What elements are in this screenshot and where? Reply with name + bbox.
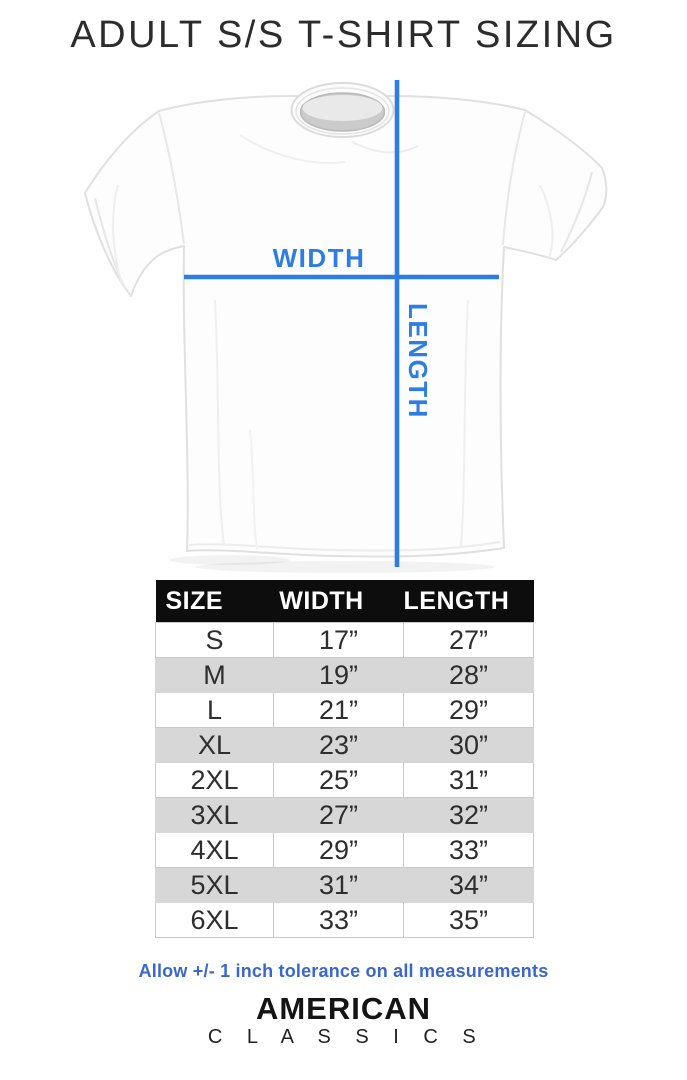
width-label: WIDTH	[273, 243, 366, 273]
cell-width: 27”	[273, 797, 404, 833]
table-header-row: SIZE WIDTH LENGTH	[155, 580, 534, 623]
brand-name: AMERICAN	[255, 991, 432, 1026]
header-size: SIZE	[155, 580, 274, 623]
cell-size: S	[155, 622, 274, 658]
cell-width: 17”	[273, 622, 404, 658]
cell-width: 25”	[273, 762, 404, 798]
cell-size: 5XL	[155, 867, 274, 903]
cell-width: 19”	[273, 657, 404, 693]
cell-size: L	[155, 692, 274, 728]
header-length: LENGTH	[403, 580, 534, 623]
table-row: XL 23” 30”	[155, 727, 534, 763]
table-row: 6XL 33” 35”	[155, 902, 534, 938]
header-width: WIDTH	[273, 580, 404, 623]
cell-length: 31”	[403, 762, 534, 798]
cell-size: 4XL	[155, 832, 274, 868]
cell-length: 27”	[403, 622, 534, 658]
brand-subname: C L A S S I C S	[207, 1025, 486, 1048]
cell-length: 33”	[403, 832, 534, 868]
shirt-shadow	[195, 561, 495, 573]
cell-length: 30”	[403, 727, 534, 763]
shirt-shadow-left	[170, 555, 290, 565]
cell-size: 2XL	[155, 762, 274, 798]
table-row: 3XL 27” 32”	[155, 797, 534, 833]
cell-length: 35”	[403, 902, 534, 938]
cell-size: 6XL	[155, 902, 274, 938]
cell-size: M	[155, 657, 274, 693]
cell-width: 29”	[273, 832, 404, 868]
collar-graphic	[290, 82, 395, 138]
cell-size: 3XL	[155, 797, 274, 833]
tolerance-note: Allow +/- 1 inch tolerance on all measur…	[138, 961, 549, 981]
page-title: ADULT S/S T-SHIRT SIZING	[70, 14, 617, 56]
table-row: L 21” 29”	[155, 692, 534, 728]
cell-length: 32”	[403, 797, 534, 833]
tshirt-graphic	[84, 95, 608, 558]
cell-size: XL	[155, 727, 274, 763]
table-row: 4XL 29” 33”	[155, 832, 534, 868]
brand-logo: AMERICAN C L A S S I C S	[0, 991, 687, 1049]
cell-length: 34”	[403, 867, 534, 903]
tshirt-seams	[94, 111, 593, 552]
cell-length: 29”	[403, 692, 534, 728]
cell-width: 23”	[273, 727, 404, 763]
cell-width: 21”	[273, 692, 404, 728]
cell-length: 28”	[403, 657, 534, 693]
size-chart-table: SIZE WIDTH LENGTH S 17” 27” M 19” 28” L …	[155, 580, 534, 938]
table-row: M 19” 28”	[155, 657, 534, 693]
cell-width: 33”	[273, 902, 404, 938]
table-row: 5XL 31” 34”	[155, 867, 534, 903]
length-label: LENGTH	[403, 303, 433, 419]
table-row: 2XL 25” 31”	[155, 762, 534, 798]
table-row: S 17” 27”	[155, 622, 534, 658]
cell-width: 31”	[273, 867, 404, 903]
